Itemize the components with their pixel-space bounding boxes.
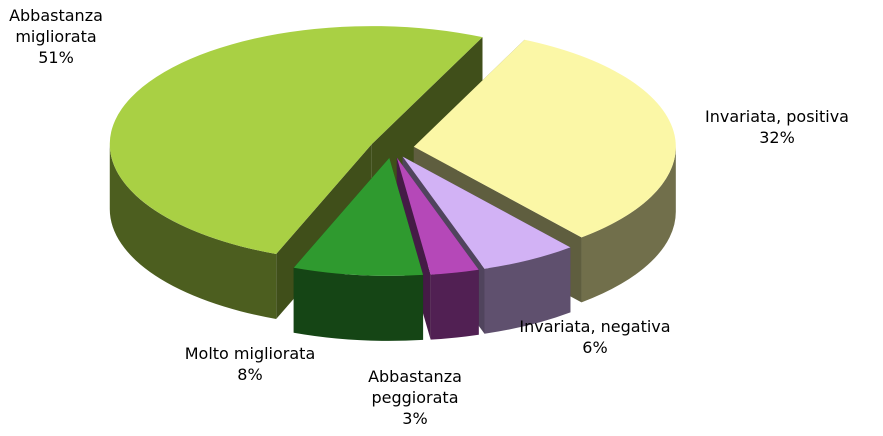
slice-outer-wall	[581, 146, 676, 303]
pie-slice	[109, 26, 483, 254]
category-label: Abbastanza migliorata	[9, 6, 103, 46]
category-label: Invariata, negativa	[519, 317, 671, 336]
value-label: 51%	[38, 48, 74, 67]
slice-label: Invariata, negativa 6%	[480, 316, 710, 358]
pie-slice	[396, 157, 479, 275]
pie-slice	[402, 156, 571, 269]
slice-outer-wall	[430, 269, 479, 340]
value-label: 6%	[582, 338, 608, 357]
slice-label: Abbastanza peggiorata 3%	[340, 366, 490, 429]
slice-label: Molto migliorata 8%	[150, 343, 350, 385]
category-label: Abbastanza peggiorata	[368, 367, 462, 407]
pie-slice	[293, 157, 424, 276]
category-label: Molto migliorata	[184, 344, 316, 363]
category-label: Invariata, positiva	[705, 107, 849, 126]
slice-label: Abbastanza migliorata 51%	[0, 5, 112, 68]
pie-slice	[413, 39, 676, 238]
slice-label: Invariata, positiva 32%	[672, 106, 882, 148]
slice-outer-wall	[293, 267, 424, 341]
value-label: 32%	[759, 128, 795, 147]
slice-outer-wall	[109, 144, 277, 319]
value-label: 8%	[237, 365, 263, 384]
slice-outer-wall	[484, 247, 571, 334]
value-label: 3%	[402, 409, 428, 428]
